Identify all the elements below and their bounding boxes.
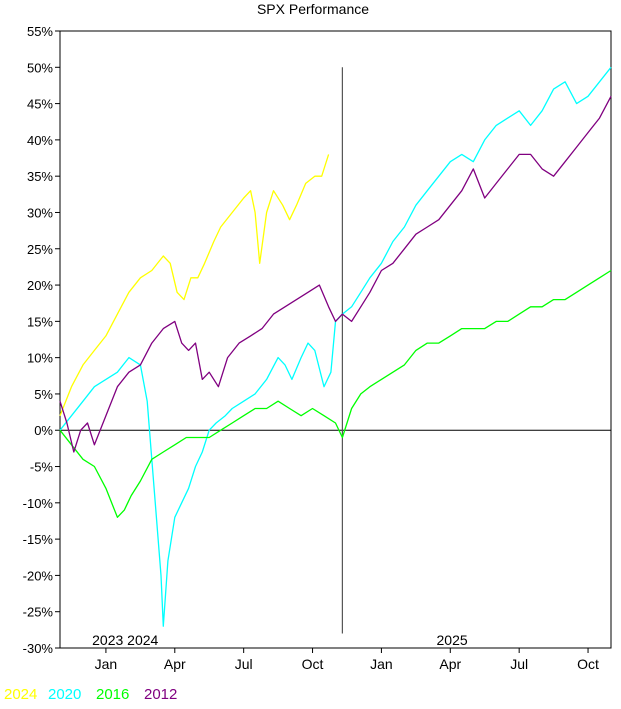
y-tick-label: 25%: [27, 242, 53, 257]
y-tick-label: 5%: [34, 387, 53, 402]
series-lines: [59, 66, 612, 627]
year-label: 2025: [437, 632, 468, 648]
y-tick-label: 35%: [27, 169, 53, 184]
x-tick-label: Oct: [577, 656, 599, 672]
legend-entry-2024: 2024: [4, 686, 37, 703]
x-tick-label: Jan: [370, 656, 393, 672]
legend-entry-2020: 2020: [48, 686, 81, 703]
x-tick-label: Oct: [302, 656, 324, 672]
legend: 2024 2020 2016 2012: [4, 686, 177, 703]
y-tick-label: 40%: [27, 133, 53, 148]
y-tick-label: -5%: [30, 460, 54, 475]
y-tick-label: 45%: [27, 97, 53, 112]
x-tick-label: Apr: [164, 656, 186, 672]
y-tick-label: 0%: [34, 423, 53, 438]
y-tick-label: 15%: [27, 314, 53, 329]
year-label: 2023 2024: [92, 632, 158, 648]
series-line-2016: [59, 269, 612, 518]
x-tick-label: Jul: [510, 656, 528, 672]
y-tick-label: 30%: [27, 205, 53, 220]
y-tick-label: 55%: [27, 24, 53, 39]
reference-lines: [60, 67, 611, 634]
x-tick-label: Apr: [439, 656, 461, 672]
x-axis: Jan Apr Jul Oct Jan Apr Jul Oct 2023 2024 2025: [92, 632, 599, 672]
series-line-2024: [59, 154, 330, 416]
y-tick-label: 10%: [27, 351, 53, 366]
y-tick-label: 20%: [27, 278, 53, 293]
chart-title: SPX Performance: [257, 1, 369, 17]
series-line-2020: [59, 66, 612, 627]
series-line-2012: [59, 95, 612, 453]
legend-entry-2012: 2012: [144, 686, 177, 703]
x-tick-label: Jul: [235, 656, 253, 672]
plot-area-frame: [59, 30, 612, 649]
y-tick-label: -10%: [23, 496, 54, 511]
y-tick-label: 50%: [27, 60, 53, 75]
y-axis: 55% 50% 45% 40% 35% 30% 25% 20% 15% 10% 5% 0% -5% -10…: [23, 24, 60, 656]
legend-entry-2016: 2016: [96, 686, 129, 703]
x-tick-label: Jan: [95, 656, 118, 672]
y-tick-label: -15%: [23, 532, 54, 547]
y-tick-label: -25%: [23, 605, 54, 620]
y-tick-label: -30%: [23, 641, 54, 656]
y-tick-label: -20%: [23, 568, 54, 583]
